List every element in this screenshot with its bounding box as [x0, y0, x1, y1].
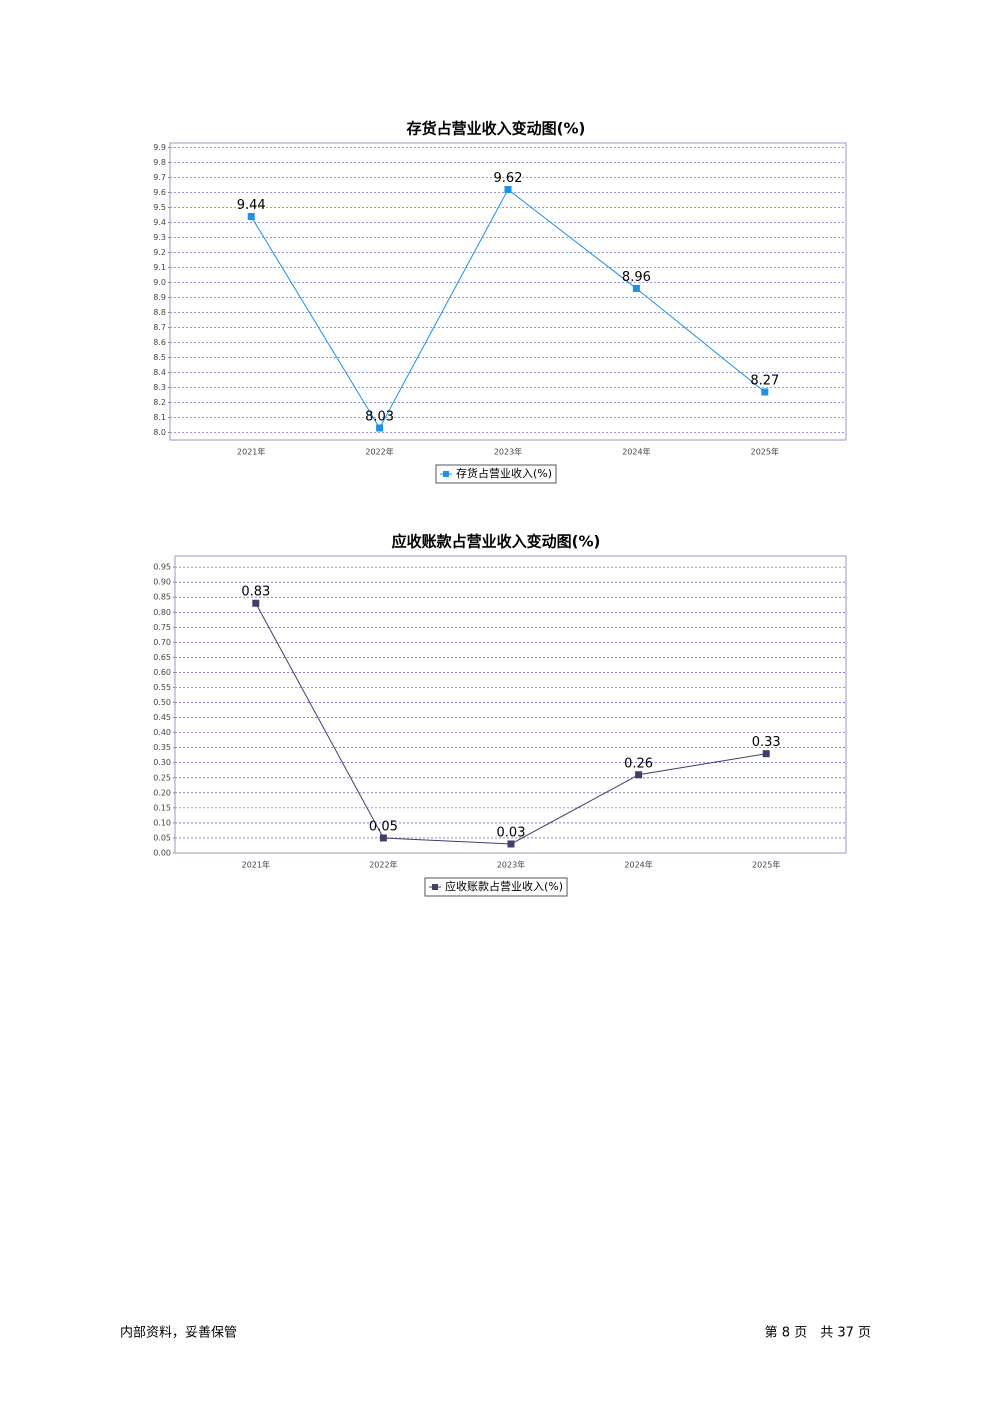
y-tick-label: 9.9: [153, 143, 166, 152]
data-point: [252, 599, 260, 607]
data-point: [247, 213, 255, 220]
y-tick-label: 9.7: [153, 173, 166, 182]
y-tick-label: 0.55: [153, 683, 171, 692]
y-tick-label: 0.25: [153, 773, 171, 782]
footer-page: 第 8 页 共 37 页: [765, 1326, 871, 1341]
data-label: 0.26: [624, 756, 653, 771]
x-tick-label: 2022年: [365, 447, 393, 457]
y-tick-label: 9.6: [153, 188, 166, 197]
plot-frame: [174, 555, 847, 854]
legend-label: 应收账款占营业收入(%): [445, 879, 563, 893]
y-tick-label: 8.8: [153, 308, 166, 317]
y-tick-label: 0.10: [153, 818, 171, 827]
y-tick-label: 8.1: [153, 413, 166, 422]
x-tick-label: 2024年: [624, 860, 652, 870]
y-tick-label: 8.7: [153, 323, 166, 332]
legend-marker: [431, 884, 438, 890]
data-label: 0.05: [369, 819, 398, 834]
legend: 应收账款占营业收入(%): [424, 877, 568, 897]
y-tick-label: 8.4: [153, 368, 166, 377]
y-tick-label: 0.50: [153, 698, 171, 707]
data-point: [635, 771, 643, 779]
footer-note: 内部资料，妥善保管: [120, 1325, 237, 1341]
y-tick-label: 0.85: [153, 593, 171, 602]
y-tick-label: 0.60: [153, 668, 171, 677]
y-tick-label: 9.3: [153, 233, 166, 242]
series-line: [250, 188, 766, 430]
y-tick-label: 0.05: [153, 833, 171, 842]
y-tick-label: 0.35: [153, 743, 171, 752]
chart-title: 存货占营业收入变动图(%): [407, 120, 586, 138]
y-tick-label: 0.00: [153, 849, 171, 858]
legend-marker: [442, 471, 449, 477]
data-label: 0.33: [752, 735, 781, 750]
data-point: [761, 388, 769, 396]
data-label: 0.83: [241, 585, 270, 600]
data-point: [376, 424, 384, 432]
y-tick-label: 9.8: [153, 158, 166, 167]
y-tick-label: 9.5: [153, 203, 166, 212]
x-tick-label: 2022年: [369, 860, 397, 870]
y-tick-label: 0.90: [153, 578, 171, 587]
data-label: 9.62: [494, 171, 523, 186]
y-tick-label: 0.75: [153, 623, 171, 632]
data-label: 0.03: [497, 825, 526, 840]
y-tick-label: 9.1: [153, 263, 166, 272]
y-tick-label: 0.15: [153, 803, 171, 812]
y-tick-label: 8.9: [153, 293, 166, 302]
y-tick-label: 0.20: [153, 788, 171, 797]
y-tick-label: 8.6: [153, 338, 166, 347]
legend-box: [435, 464, 557, 484]
data-label: 9.44: [237, 198, 266, 213]
x-tick-label: 2021年: [237, 447, 265, 457]
data-point: [379, 834, 387, 842]
x-tick-label: 2023年: [494, 447, 522, 457]
y-tick-label: 8.3: [153, 383, 166, 392]
data-label: 8.27: [750, 374, 779, 389]
data-point: [762, 750, 770, 758]
data-point: [632, 285, 640, 292]
y-tick-label: 0.80: [153, 608, 171, 617]
plot-frame: [169, 142, 847, 441]
y-tick-label: 8.5: [153, 353, 166, 362]
y-tick-label: 0.95: [153, 563, 171, 572]
x-tick-label: 2025年: [752, 860, 780, 870]
legend-label: 存货占营业收入(%): [456, 466, 552, 480]
legend-box: [424, 877, 568, 897]
y-tick-label: 0.30: [153, 758, 171, 767]
data-point: [504, 186, 512, 193]
chart-title: 应收账款占营业收入变动图(%): [392, 533, 601, 551]
y-tick-label: 0.40: [153, 728, 171, 737]
y-tick-label: 9.0: [153, 278, 166, 287]
y-tick-label: 0.65: [153, 653, 171, 662]
y-tick-label: 8.2: [153, 398, 166, 407]
x-tick-label: 2025年: [751, 447, 779, 457]
x-tick-label: 2021年: [242, 860, 270, 870]
x-tick-label: 2023年: [497, 860, 525, 870]
legend: 存货占营业收入(%): [435, 464, 557, 484]
y-tick-label: 8.0: [153, 428, 166, 437]
data-label: 8.03: [365, 410, 394, 425]
y-tick-label: 9.4: [153, 218, 166, 227]
y-tick-label: 0.45: [153, 713, 171, 722]
y-tick-label: 9.2: [153, 248, 166, 257]
data-point: [507, 840, 515, 848]
data-label: 8.96: [622, 270, 651, 285]
y-tick-label: 0.70: [153, 638, 171, 647]
x-tick-label: 2024年: [622, 447, 650, 457]
